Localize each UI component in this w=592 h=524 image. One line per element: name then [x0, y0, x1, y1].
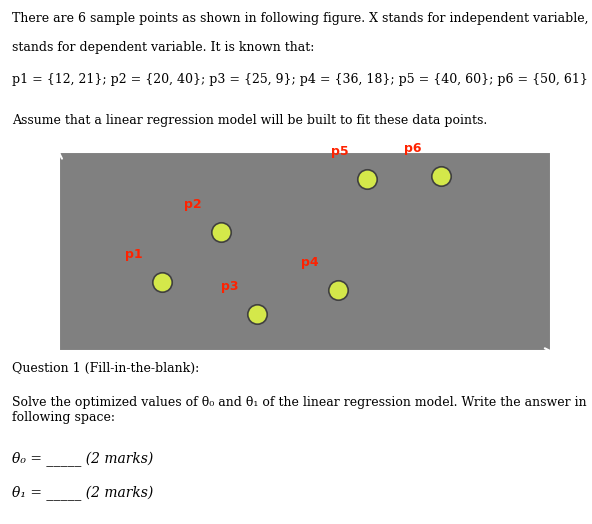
Text: p2: p2 — [184, 198, 201, 211]
Text: Question 1 (Fill-in-the-blank):: Question 1 (Fill-in-the-blank): — [12, 362, 199, 375]
Text: Solve the optimized values of θ₀ and θ₁ of the linear regression model. Write th: Solve the optimized values of θ₀ and θ₁ … — [12, 396, 587, 424]
Text: p4: p4 — [301, 256, 319, 269]
Text: θ₁ = _____ (2 marks): θ₁ = _____ (2 marks) — [12, 486, 153, 501]
Text: p5: p5 — [330, 145, 348, 158]
Text: p1 = {12, 21}; p2 = {20, 40}; p3 = {25, 9}; p4 = {36, 18}; p5 = {40, 60}; p6 = {: p1 = {12, 21}; p2 = {20, 40}; p3 = {25, … — [12, 73, 588, 86]
Text: stands for dependent variable. It is known that:: stands for dependent variable. It is kno… — [12, 41, 314, 54]
Text: p6: p6 — [404, 142, 422, 155]
Text: Y: Y — [30, 127, 41, 144]
Text: There are 6 sample points as shown in following figure. X stands for independent: There are 6 sample points as shown in fo… — [12, 12, 592, 25]
Text: p3: p3 — [221, 280, 238, 293]
Text: p1: p1 — [125, 248, 143, 261]
Text: θ₀ = _____ (2 marks): θ₀ = _____ (2 marks) — [12, 451, 153, 467]
Text: Assume that a linear regression model will be built to fit these data points.: Assume that a linear regression model wi… — [12, 114, 487, 127]
Text: X: X — [565, 342, 578, 359]
